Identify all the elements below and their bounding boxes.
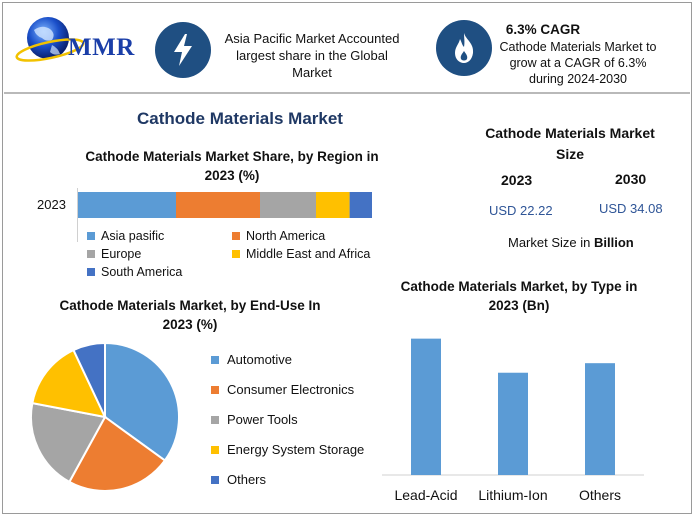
market-size-year-2023: 2023	[501, 172, 533, 188]
legend-label: Consumer Electronics	[227, 382, 355, 397]
market-size-year-2030: 2030	[615, 171, 647, 187]
legend-label: Middle East and Africa	[246, 247, 371, 261]
region-legend-europe: Europe	[87, 247, 141, 261]
legend-label: Asia pasific	[101, 229, 165, 243]
pie-slice-power-tools	[30, 401, 107, 484]
market-size-note-unit: Billion	[593, 235, 634, 250]
legend-label: Power Tools	[227, 412, 298, 427]
region-bar-segment-south-america	[349, 192, 372, 218]
legend-swatch	[87, 250, 95, 258]
type-tick-label-lithium-ion: Lithium-Ion	[478, 487, 548, 503]
legend-swatch	[232, 232, 240, 240]
type-bar-others	[585, 363, 615, 475]
region-legend-south-america: South America	[87, 265, 182, 279]
type-chart-title: Cathode Materials Market, by Type in 202…	[400, 279, 638, 313]
logo: MMR	[12, 12, 140, 68]
type-bar-lead-acid	[411, 338, 441, 475]
region-legend-asia-pasific: Asia pasific	[87, 229, 164, 243]
region-legend-north-america: North America	[232, 229, 325, 243]
logo-text: MMR	[68, 34, 135, 61]
region-bar-segment-asia-pasific	[78, 192, 176, 218]
enduse-chart-title: Cathode Materials Market, by End-Use In …	[59, 298, 321, 332]
header: MMR Asia Pacific Market Accounted larges…	[0, 0, 695, 92]
legend-swatch	[211, 445, 219, 454]
page-title: Cathode Materials Market	[137, 109, 343, 128]
pie-slice-consumer-electronics	[67, 415, 167, 492]
legend-label: Automotive	[227, 352, 293, 367]
legend-label: South America	[101, 265, 183, 279]
type-tick-label-lead-acid: Lead-Acid	[394, 487, 458, 503]
globe-logo-icon	[15, 17, 85, 62]
legend-label: Energy System Storage	[227, 442, 365, 457]
legend-swatch	[211, 475, 219, 484]
region-share-text: Asia Pacific Market Accounted largest sh…	[224, 31, 400, 80]
enduse-legend-consumer-electronics: Consumer Electronics	[211, 382, 354, 397]
legend-swatch	[232, 250, 240, 258]
pie-slice-automotive	[104, 341, 180, 462]
enduse-legend-others: Others	[211, 472, 266, 487]
legend-label: North America	[246, 229, 326, 243]
region-stacked-bar	[78, 192, 372, 218]
region-bar-segment-europe	[260, 192, 316, 218]
pie-slice-energy-system-storage	[31, 348, 107, 419]
market-size-note: Market Size in Billion	[508, 235, 634, 250]
region-category-label: 2023	[37, 197, 66, 212]
region-chart-title: Cathode Materials Market Share, by Regio…	[85, 149, 379, 183]
legend-swatch	[87, 232, 95, 240]
region-legend-middle-east-and-africa: Middle East and Africa	[232, 247, 370, 261]
market-size-value-2030: USD 34.08	[599, 201, 663, 216]
type-bar-chart	[382, 338, 644, 476]
lightning-badge	[155, 22, 211, 78]
pie-slice-others	[72, 341, 106, 418]
enduse-legend-energy-system-storage: Energy System Storage	[211, 442, 364, 457]
flame-icon	[455, 33, 474, 63]
type-tick-label-others: Others	[578, 487, 621, 503]
market-size-value-2023: USD 22.22	[489, 203, 553, 218]
region-axis-line	[77, 188, 78, 242]
cagr-title: 6.3% CAGR	[505, 22, 581, 37]
legend-swatch	[87, 268, 95, 276]
cagr-description: Cathode Materials Market to grow at a CA…	[499, 40, 657, 86]
legend-swatch	[211, 415, 219, 424]
region-bar-segment-middle-east-and-africa	[316, 192, 350, 218]
flame-badge	[436, 20, 492, 76]
enduse-legend-power-tools: Power Tools	[211, 412, 298, 427]
lightning-icon	[174, 34, 192, 66]
enduse-pie-chart	[30, 341, 180, 492]
legend-swatch	[211, 355, 219, 364]
region-bar-segment-north-america	[176, 192, 260, 218]
type-bar-lithium-ion	[498, 372, 528, 475]
legend-label: Others	[227, 472, 267, 487]
legend-swatch	[211, 385, 219, 394]
market-size-title: Cathode Materials Market Size	[485, 125, 655, 162]
enduse-legend-automotive: Automotive	[211, 352, 292, 367]
legend-label: Europe	[101, 247, 142, 261]
header-divider	[4, 92, 690, 94]
market-size-note-prefix: Market Size in	[508, 235, 594, 250]
